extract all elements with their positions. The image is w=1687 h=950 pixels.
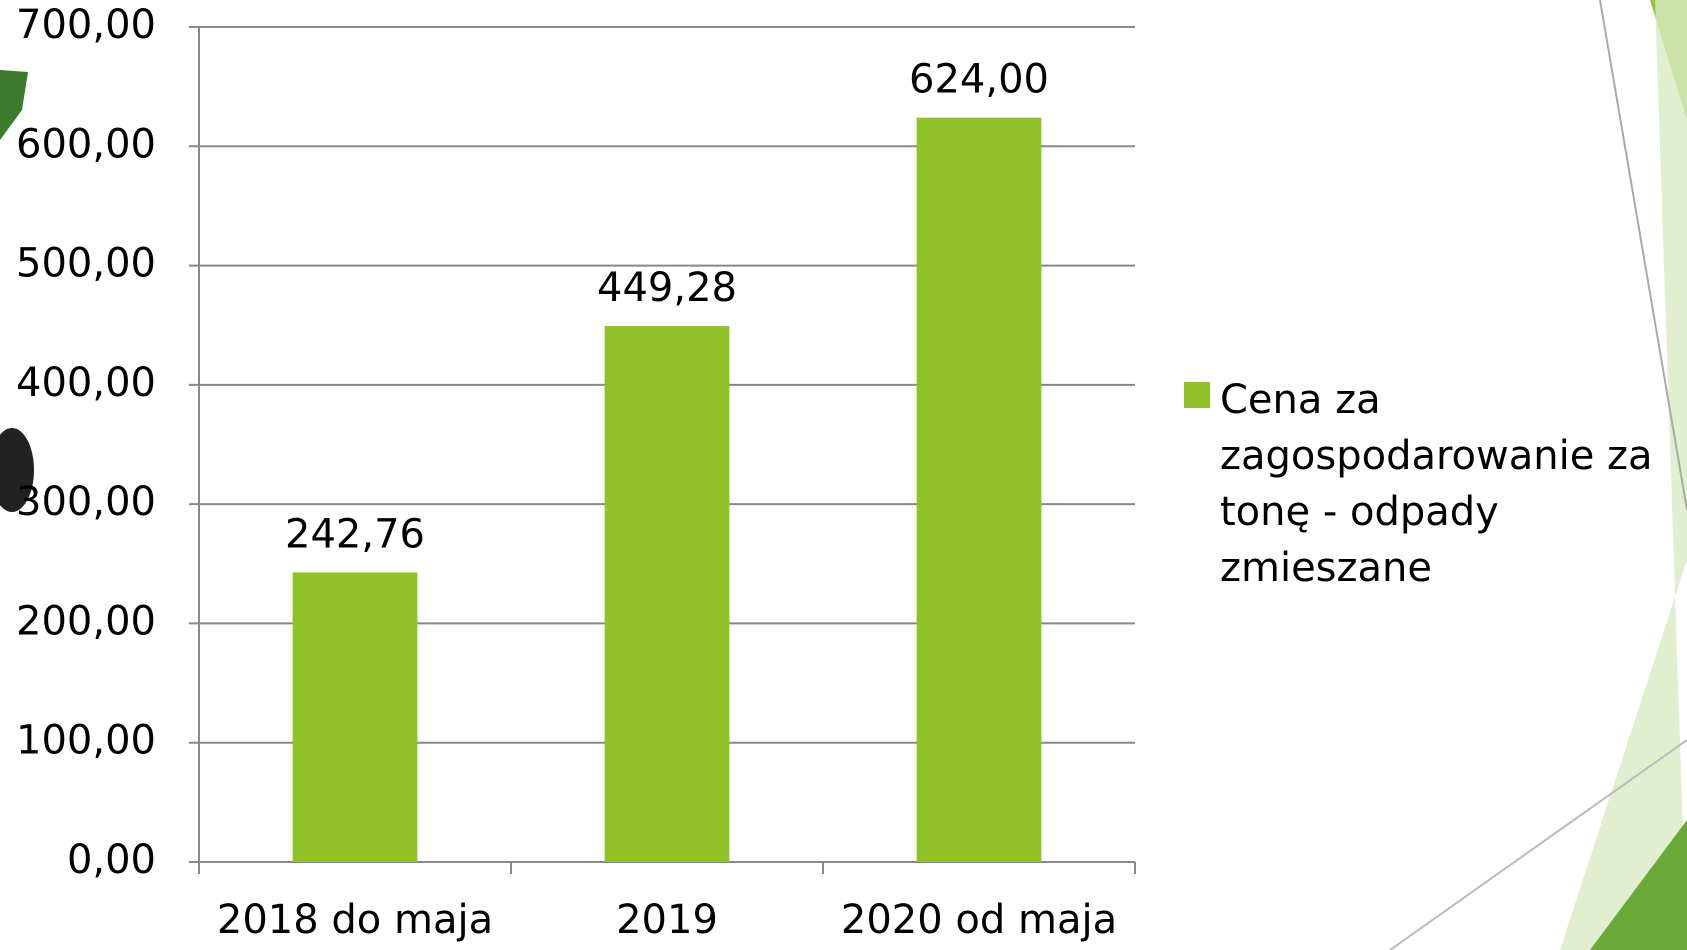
data-label: 449,28: [597, 265, 737, 311]
y-tick-label: 100,00: [16, 718, 156, 764]
x-tick-label: 2018 do maja: [217, 897, 493, 943]
bar: [604, 326, 730, 863]
y-tick-label: 0,00: [67, 837, 156, 883]
y-tick-label: 200,00: [16, 598, 156, 644]
legend: Cena za zagospodarowanie za tonę - odpad…: [1184, 372, 1687, 596]
bar: [916, 117, 1042, 862]
y-tick-label: 500,00: [16, 241, 156, 287]
y-tick-label: 300,00: [16, 479, 156, 525]
y-tick-label: 700,00: [16, 2, 156, 48]
x-tick-label: 2020 od maja: [841, 897, 1117, 943]
y-tick-label: 600,00: [16, 121, 156, 167]
data-label: 624,00: [909, 57, 1049, 103]
legend-swatch: [1184, 382, 1210, 408]
y-tick-label: 400,00: [16, 360, 156, 406]
data-label: 242,76: [285, 511, 425, 557]
bar: [292, 572, 418, 862]
legend-label: Cena za zagospodarowanie za tonę - odpad…: [1220, 377, 1653, 591]
x-tick-label: 2019: [616, 897, 718, 943]
